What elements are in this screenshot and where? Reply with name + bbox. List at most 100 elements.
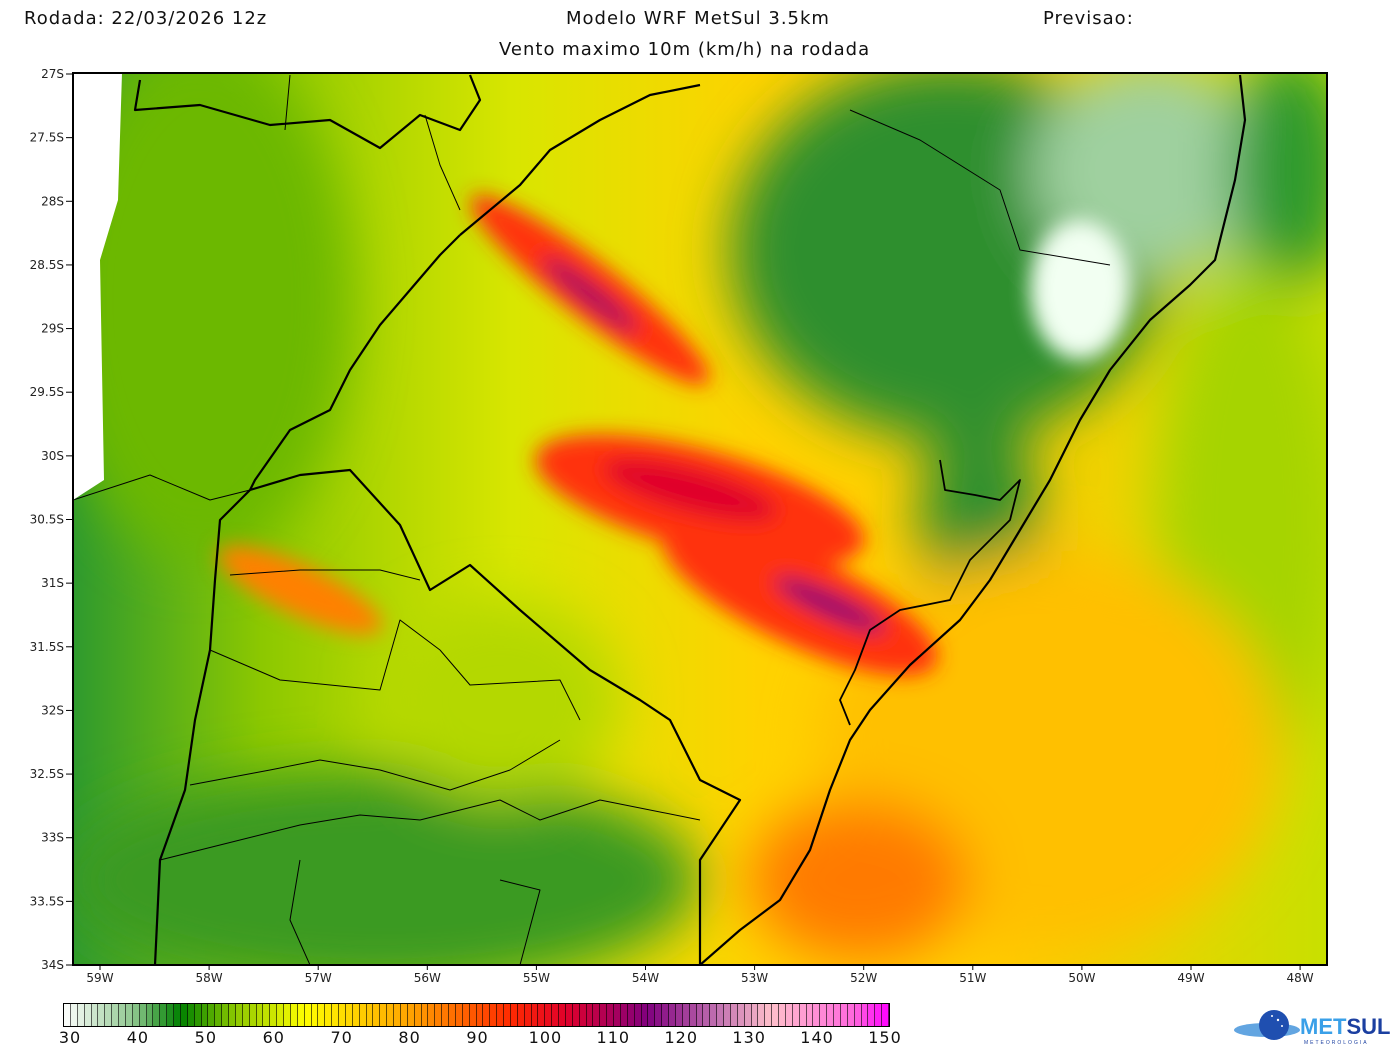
colorbar-cell bbox=[359, 1004, 367, 1026]
border-line bbox=[153, 489, 251, 965]
colorbar-cell bbox=[531, 1004, 539, 1026]
latitude-axis: 27S 27.5S 28S 28.5S 29S 29.5S 30S 30.5S 31S 31.5S… bbox=[30, 67, 73, 972]
colorbar-cell bbox=[565, 1004, 573, 1026]
colorbar-cell bbox=[297, 1004, 305, 1026]
wind-map: 27S 27.5S 28S 28.5S 29S 29.5S 30S 30.5S 31S 31.5S… bbox=[30, 67, 1328, 985]
colorbar-cell bbox=[160, 1004, 168, 1026]
colorbar-cell bbox=[682, 1004, 690, 1026]
colorbar-cell bbox=[64, 1004, 71, 1026]
colorbar-cell bbox=[332, 1004, 339, 1026]
model-title: Modelo WRF MetSul 3.5km bbox=[566, 8, 830, 29]
colorbar-cell bbox=[779, 1004, 786, 1026]
colorbar-cell bbox=[366, 1004, 374, 1026]
lat-tick-label: 28.5S bbox=[30, 258, 64, 272]
colorbar-cell bbox=[559, 1004, 566, 1026]
colorbar-cell bbox=[627, 1004, 635, 1026]
colorbar-cell bbox=[607, 1004, 614, 1026]
colorbar-cell bbox=[600, 1004, 608, 1026]
colorbar-cell bbox=[641, 1004, 649, 1026]
lat-tick-label: 31S bbox=[41, 576, 64, 590]
colorbar-cell bbox=[517, 1004, 525, 1026]
lat-tick-label: 33.5S bbox=[30, 894, 64, 908]
colorbar-cell bbox=[229, 1004, 236, 1026]
lat-tick-label: 28S bbox=[41, 194, 64, 208]
colorbar-cell bbox=[469, 1004, 477, 1026]
colorbar-cell bbox=[751, 1004, 759, 1026]
svg-text:METSUL: METSUL bbox=[1300, 1014, 1390, 1039]
colorbar-cell bbox=[662, 1004, 669, 1026]
colorbar-cell bbox=[339, 1004, 346, 1026]
border-line bbox=[459, 83, 701, 236]
colorbar-label: 70 bbox=[330, 1028, 353, 1047]
colorbar-label: 140 bbox=[800, 1028, 834, 1047]
colorbar-cell bbox=[421, 1004, 429, 1026]
lon-tick-label: 59W bbox=[86, 971, 113, 985]
colorbar-cell bbox=[806, 1004, 814, 1026]
colorbar-cell bbox=[765, 1004, 773, 1026]
colorbar-cell bbox=[263, 1004, 271, 1026]
colorbar-cell bbox=[325, 1004, 333, 1026]
colorbar-cell bbox=[311, 1004, 319, 1026]
colorbar-cell bbox=[242, 1004, 250, 1026]
colorbar-cell bbox=[373, 1004, 381, 1026]
colorbar-cell bbox=[435, 1004, 443, 1026]
colorbar-cell bbox=[462, 1004, 470, 1026]
colorbar-cell bbox=[428, 1004, 436, 1026]
lat-tick-label: 29S bbox=[41, 322, 64, 336]
colorbar-cell bbox=[827, 1004, 834, 1026]
colorbar-cell bbox=[112, 1004, 119, 1026]
colorbar-cell bbox=[820, 1004, 828, 1026]
colorbar-cell bbox=[180, 1004, 188, 1026]
colorbar-cell bbox=[868, 1004, 876, 1026]
colorbar bbox=[63, 1003, 890, 1027]
colorbar-cell bbox=[717, 1004, 724, 1026]
lat-tick-label: 30S bbox=[41, 449, 64, 463]
lon-tick-label: 55W bbox=[523, 971, 550, 985]
lon-tick-label: 58W bbox=[196, 971, 223, 985]
colorbar-cell bbox=[132, 1004, 140, 1026]
colorbar-cell bbox=[772, 1004, 779, 1026]
lon-tick-label: 53W bbox=[741, 971, 768, 985]
lat-tick-label: 31.5S bbox=[30, 640, 64, 654]
colorbar-cell bbox=[675, 1004, 683, 1026]
colorbar-cell bbox=[290, 1004, 298, 1026]
colorbar-cell bbox=[345, 1004, 353, 1026]
colorbar-cell bbox=[249, 1004, 257, 1026]
lon-tick-label: 50W bbox=[1068, 971, 1095, 985]
colorbar-label: 150 bbox=[868, 1028, 902, 1047]
colorbar-cell bbox=[476, 1004, 484, 1026]
lat-tick-label: 33S bbox=[41, 831, 64, 845]
colorbar-cell bbox=[758, 1004, 766, 1026]
lake-shore bbox=[839, 459, 1021, 726]
colorbar-cell bbox=[724, 1004, 731, 1026]
colorbar-cell bbox=[84, 1004, 92, 1026]
colorbar-cell bbox=[834, 1004, 841, 1026]
colorbar-cell bbox=[153, 1004, 161, 1026]
colorbar-cell bbox=[696, 1004, 704, 1026]
colorbar-cell bbox=[125, 1004, 133, 1026]
colorbar-cell bbox=[194, 1004, 202, 1026]
colorbar-label: 80 bbox=[398, 1028, 421, 1047]
lon-tick-label: 57W bbox=[305, 971, 332, 985]
lon-tick-label: 51W bbox=[959, 971, 986, 985]
colorbar-cell bbox=[414, 1004, 422, 1026]
colorbar-cell bbox=[861, 1004, 869, 1026]
colorbar-cell bbox=[284, 1004, 291, 1026]
colorbar-cell bbox=[689, 1004, 697, 1026]
wind-field bbox=[73, 73, 1327, 965]
colorbar-cell bbox=[737, 1004, 745, 1026]
colorbar-cell bbox=[380, 1004, 388, 1026]
colorbar-cell bbox=[490, 1004, 498, 1026]
colorbar-cell bbox=[703, 1004, 711, 1026]
colorbar-cell bbox=[854, 1004, 862, 1026]
colorbar-cell bbox=[167, 1004, 174, 1026]
colorbar-cell bbox=[455, 1004, 463, 1026]
colorbar-cell bbox=[710, 1004, 718, 1026]
colorbar-cell bbox=[538, 1004, 546, 1026]
lat-tick-label: 27.5S bbox=[30, 131, 64, 145]
colorbar-cell bbox=[744, 1004, 752, 1026]
lat-tick-label: 34S bbox=[41, 958, 64, 972]
colorbar-label: 130 bbox=[732, 1028, 766, 1047]
colorbar-cell bbox=[524, 1004, 532, 1026]
colorbar-cell bbox=[504, 1004, 511, 1026]
